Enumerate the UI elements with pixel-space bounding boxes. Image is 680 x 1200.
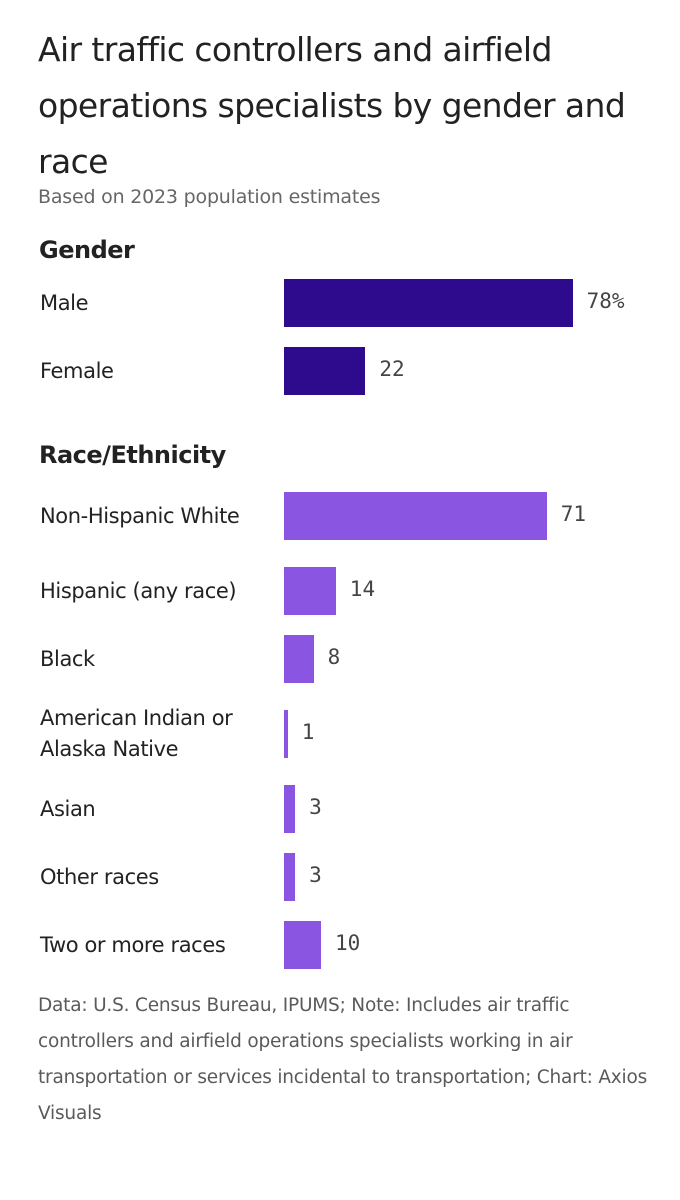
bar-male <box>284 279 573 327</box>
value-label: 78% <box>586 289 625 313</box>
category-label: Asian <box>40 796 96 821</box>
category-label: Black <box>40 646 95 671</box>
bar-black <box>284 635 314 683</box>
category-label: American Indian or Alaska Native <box>40 706 233 761</box>
bar-row-two-or-more-races: Two or more races 10 <box>0 921 680 969</box>
category-label: Hispanic (any race) <box>40 578 237 603</box>
bar-american-indian-or-alaska-native <box>284 710 288 758</box>
bar-two-or-more-races <box>284 921 321 969</box>
value-label: 71 <box>560 502 586 526</box>
value-label: 1 <box>301 720 315 744</box>
value-label: 3 <box>309 863 322 887</box>
value-label: 22 <box>379 357 405 381</box>
category-label: Other races <box>40 864 159 889</box>
bar-row-american-indian-or-alaska-native: American Indian or Alaska Native 1 <box>0 706 680 761</box>
section-heading-gender: Gender <box>39 236 135 264</box>
category-label: Two or more races <box>40 932 226 957</box>
bar-female <box>284 347 366 395</box>
bar-row-male: Male 78% <box>0 279 680 327</box>
bar-row-female: Female 22 <box>0 347 680 395</box>
bar-asian <box>284 785 296 833</box>
section-heading-race-ethnicity: Race/Ethnicity <box>39 441 226 469</box>
bar-row-hispanic-any-race: Hispanic (any race) 14 <box>0 567 680 615</box>
category-label: Male <box>40 290 89 315</box>
bar-row-black: Black 8 <box>0 635 680 683</box>
bar-row-other-races: Other races 3 <box>0 853 680 901</box>
category-label: Female <box>40 358 114 383</box>
chart-footer-note: Data: U.S. Census Bureau, IPUMS; Note: I… <box>38 995 648 1124</box>
value-label: 14 <box>349 577 376 601</box>
bar-non-hispanic-white <box>284 492 547 540</box>
bar-other-races <box>284 853 296 901</box>
value-label: 3 <box>309 795 322 819</box>
chart-subtitle: Based on 2023 population estimates <box>38 186 381 208</box>
bar-row-non-hispanic-white: Non-Hispanic White 71 <box>0 492 680 540</box>
value-label: 10 <box>335 931 361 955</box>
bar-hispanic-any-race <box>284 567 336 615</box>
chart-title: Air traffic controllers and airfield ope… <box>38 30 626 181</box>
value-label: 8 <box>327 645 341 669</box>
category-label: Non-Hispanic White <box>40 503 240 528</box>
bar-row-asian: Asian 3 <box>0 785 680 833</box>
